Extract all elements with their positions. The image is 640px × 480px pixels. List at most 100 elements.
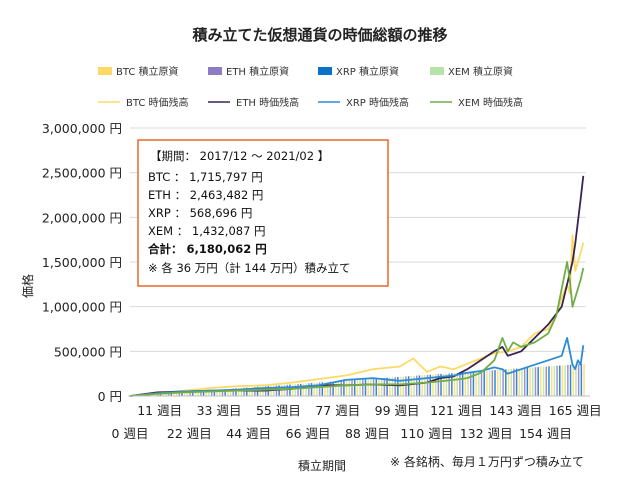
x-tick-label: 165 週目 <box>549 403 602 418</box>
principal-bar <box>221 389 224 396</box>
principal-bar <box>556 365 558 396</box>
principal-bar <box>302 383 305 396</box>
principal-bar <box>537 367 539 396</box>
x-tick-labels: 11 週目 33 週目 55 週目 77 週目 99 週目 121 週目 143 週目 165… <box>112 403 602 441</box>
x-tick-label: 44 週目 <box>226 426 271 441</box>
annotation-eth: ETH ： 2,463,482 円 <box>148 188 263 202</box>
principal-bar <box>583 363 585 396</box>
principal-bar <box>383 377 386 396</box>
annotation-box: 【期間： 2017/12 ～ 2021/02 】 BTC ： 1,715,797… <box>137 139 389 287</box>
y-tick-label: 2,500,000 円 <box>42 166 122 181</box>
legend-label: XRP 時価残高 <box>346 96 409 109</box>
principal-bar <box>208 390 210 396</box>
principal-bar <box>518 368 521 396</box>
principal-bar <box>426 374 429 396</box>
principal-bar <box>378 378 380 396</box>
principal-bar <box>534 367 537 396</box>
principal-bar <box>294 384 297 396</box>
legend-label: XEM 時価残高 <box>458 96 523 109</box>
principal-bar <box>237 388 240 396</box>
principal-bar <box>421 375 423 396</box>
principal-bar <box>351 380 353 396</box>
principal-bar <box>434 374 437 396</box>
x-tick-label: 55 週目 <box>256 403 301 418</box>
principal-bar <box>545 366 548 396</box>
principal-bar <box>178 392 181 396</box>
principal-bar <box>418 375 421 396</box>
principal-bar <box>335 381 337 396</box>
principal-bar <box>170 392 172 396</box>
principal-bar <box>424 375 426 396</box>
x-tick-label: 99 週目 <box>375 403 420 418</box>
principal-bar <box>572 364 574 396</box>
y-tick-label: 1,000,000 円 <box>42 300 122 315</box>
principal-bar <box>278 385 280 396</box>
principal-bar <box>167 393 170 396</box>
principal-bar <box>445 373 448 396</box>
principal-bar <box>251 387 253 396</box>
principal-bar <box>326 381 329 396</box>
principal-bar <box>151 394 154 396</box>
legend-label: ETH 時価残高 <box>236 96 299 109</box>
principal-bar <box>372 378 375 396</box>
principal-bar <box>243 387 245 396</box>
principal-bar <box>321 382 324 396</box>
principal-bar <box>559 365 561 396</box>
principal-bar <box>240 388 243 396</box>
principal-bar <box>505 369 507 396</box>
principal-bar <box>480 371 483 396</box>
principal-bar <box>213 389 216 396</box>
x-tick-label: 88 週目 <box>345 426 390 441</box>
x-tick-label: 110 週目 <box>400 426 453 441</box>
x-tick-label: 66 週目 <box>286 426 331 441</box>
legend-label: ETH 積立原資 <box>226 65 289 78</box>
principal-bar <box>529 367 531 396</box>
principal-bar <box>232 388 235 396</box>
principal-bar <box>386 377 388 396</box>
principal-bar <box>467 372 469 396</box>
principal-bar <box>345 380 348 396</box>
principal-bar <box>229 388 232 396</box>
principal-bar <box>456 372 458 396</box>
principal-bar <box>353 380 356 396</box>
principal-bar <box>343 380 345 396</box>
principal-bar <box>370 378 372 396</box>
series-lines <box>129 175 585 397</box>
principal-bar <box>286 384 288 396</box>
principal-bar <box>453 372 456 396</box>
principal-bar <box>429 374 431 396</box>
xem-value-line <box>129 261 585 397</box>
principal-bar <box>561 365 564 396</box>
legend-swatch <box>98 67 112 75</box>
principal-bar <box>569 364 572 396</box>
principal-bar <box>194 391 197 396</box>
principal-bar <box>283 384 286 396</box>
legend-swatch <box>318 67 332 75</box>
principal-bar <box>332 381 334 396</box>
principal-bar <box>564 365 566 396</box>
principal-bar <box>486 370 488 396</box>
principal-bar <box>399 376 402 396</box>
principal-bar <box>254 387 256 396</box>
principal-bar <box>483 370 485 396</box>
principal-bar <box>580 364 583 396</box>
principal-bar <box>197 391 199 396</box>
y-tick-label: 500,000 円 <box>54 344 122 359</box>
x-tick-label: 154 週目 <box>519 426 572 441</box>
legend-swatch <box>430 67 444 75</box>
principal-bar <box>359 379 361 396</box>
principal-bar <box>159 393 162 396</box>
principal-bar <box>488 370 491 396</box>
principal-bar <box>442 373 445 396</box>
xrp-value-line <box>129 336 585 397</box>
footnote: ※ 各銘柄、毎月１万円ずつ積み立て <box>390 454 584 469</box>
principal-bar <box>532 367 534 396</box>
x-tick-label: 0 週目 <box>112 426 149 441</box>
principal-bar <box>192 391 194 396</box>
principal-bar <box>291 384 294 396</box>
y-tick-label: 2,000,000 円 <box>42 210 122 225</box>
y-tick-label: 3,000,000 円 <box>42 121 122 136</box>
annotation-total: 合計： 6,180,062 円 <box>148 242 267 256</box>
principal-bar <box>507 369 510 396</box>
annotation-footnote: ※ 各 36 万円（計 144 万円）積み立て <box>148 261 351 275</box>
